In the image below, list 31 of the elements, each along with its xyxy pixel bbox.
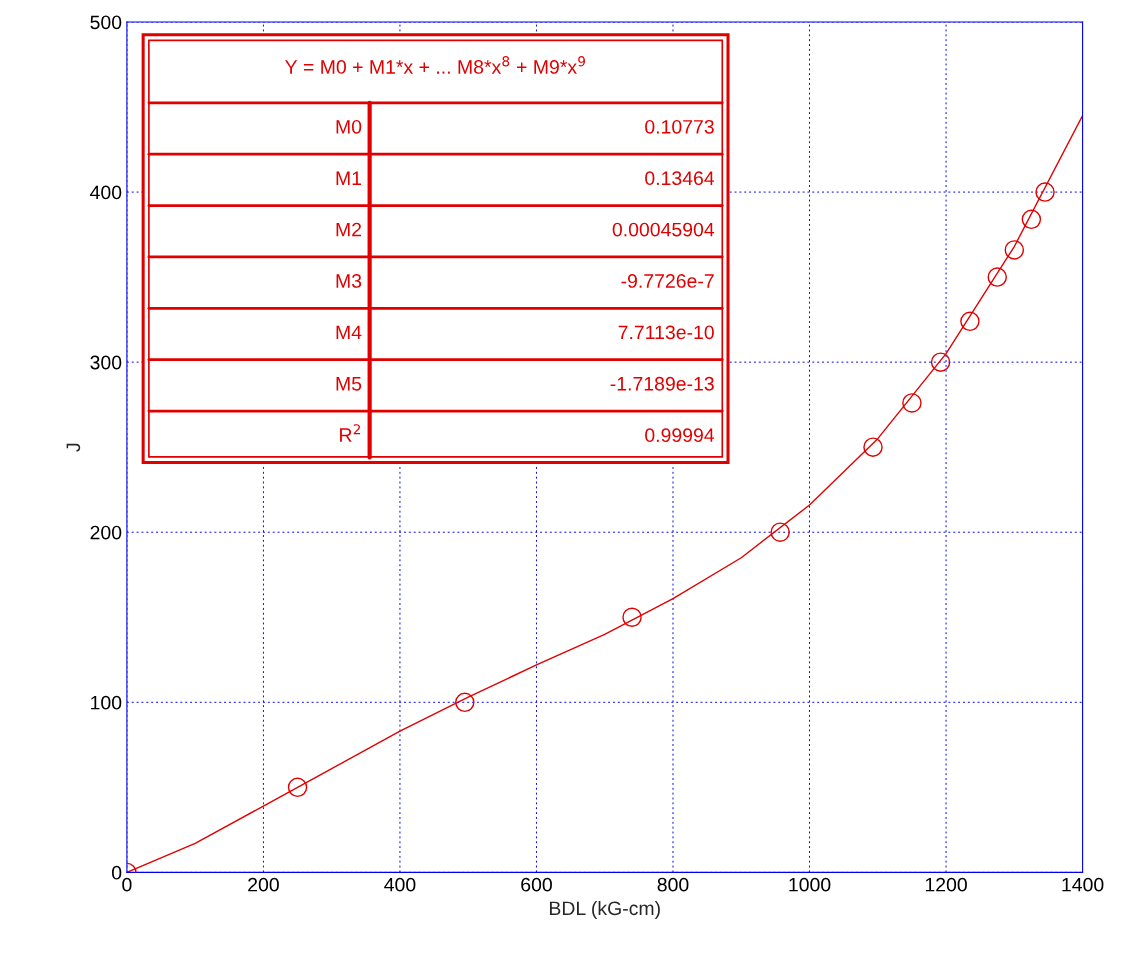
annotation: 0.10773 (645, 119, 714, 134)
y-tick-label: 0 (111, 865, 122, 880)
annotation: M0 (336, 119, 362, 134)
annotation: M5 (336, 377, 362, 391)
x-tick-label: 600 (521, 877, 552, 892)
y-tick-label: 400 (90, 185, 122, 200)
y-axis-title: J (66, 443, 81, 452)
x-tick-label: 400 (384, 877, 416, 892)
x-axis-title: BDL (kG-cm) (549, 900, 660, 920)
x-tick-label: 800 (657, 877, 689, 892)
x-tick-label: 1400 (1062, 877, 1104, 892)
y-tick-label: 200 (90, 525, 122, 540)
y-tick-label: 100 (91, 695, 122, 710)
annotation: 7.7113e-10 (618, 325, 714, 340)
annotation: 0.00045904 (612, 222, 715, 237)
annotation: M3 (336, 274, 362, 288)
x-tick-label: 1200 (925, 877, 967, 892)
annotation: -1.7189e-13 (610, 376, 714, 391)
annotation: -9.7726e-7 (621, 274, 714, 288)
annotation: R$^{2}$ (340, 424, 360, 442)
x-tick-label: 200 (248, 877, 279, 892)
annotation: M1 (336, 171, 362, 185)
x-tick-label: 1000 (789, 877, 831, 892)
x-tick-label: 0 (122, 877, 132, 892)
annotation: Y = M0 + M1*x + ... M8*x$^{8}$ + M9*x$^{9}$ (285, 56, 585, 74)
annotation: 0.13464 (645, 171, 715, 186)
annotation: M2 (336, 222, 362, 237)
annotation: M4 (336, 325, 362, 340)
annotation: 0.99994 (645, 428, 715, 443)
y-tick-label: 300 (90, 355, 122, 370)
y-tick-label: 500 (90, 15, 122, 30)
